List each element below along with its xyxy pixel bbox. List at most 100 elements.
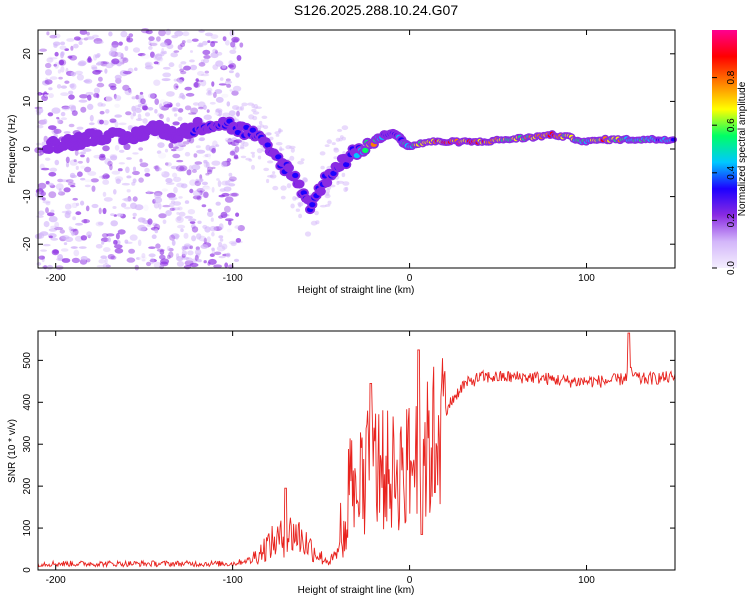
- spectrogram-noise-blob: [148, 246, 156, 249]
- spectrogram-noise-blob: [126, 189, 131, 193]
- spectrogram-noise-blob: [182, 31, 190, 37]
- spectrogram-noise-blob: [297, 201, 304, 207]
- spectrogram-noise-blob: [109, 118, 117, 123]
- spectrogram-noise-blob: [206, 169, 213, 175]
- spectrogram-noise-blob: [279, 148, 285, 151]
- spectrogram-noise-blob: [65, 210, 72, 215]
- spectrogram-noise-blob: [204, 226, 211, 233]
- spectrogram-noise-blob: [138, 177, 144, 183]
- spectrogram-noise-blob: [148, 45, 153, 50]
- spectrogram-x-label: Height of straight line (km): [298, 285, 415, 296]
- spectrogram-noise-blob: [170, 52, 178, 58]
- spectrogram-noise-blob: [148, 93, 156, 99]
- spectrogram-noise-blob: [68, 226, 72, 231]
- spectrogram-noise-blob: [75, 222, 83, 226]
- spectrogram-noise-blob: [196, 233, 202, 240]
- spectrogram-noise-blob: [139, 103, 148, 106]
- spectrogram-ridge-cell: [194, 118, 201, 124]
- spectrogram-noise-blob: [70, 185, 76, 188]
- spectrogram-noise-blob: [139, 158, 143, 163]
- spectrogram-noise-blob: [173, 201, 182, 206]
- spectrogram-noise-blob: [61, 105, 70, 110]
- spectrogram-noise-blob: [175, 216, 184, 224]
- spectrogram-noise-blob: [104, 158, 112, 165]
- spectrogram-noise-blob: [177, 167, 186, 172]
- spectrogram-noise-blob: [44, 94, 48, 97]
- spectrogram-noise-blob: [134, 204, 144, 211]
- snr-y-tick-label: 100: [22, 519, 33, 536]
- spectrogram-noise-blob: [229, 30, 235, 37]
- spectrogram-noise-blob: [184, 105, 192, 111]
- spectrogram-noise-blob: [170, 148, 177, 152]
- spectrogram-noise-blob: [61, 106, 70, 111]
- spectrogram-noise-blob: [175, 165, 185, 172]
- spectrogram-noise-blob: [84, 179, 92, 183]
- spectrogram-noise-blob: [158, 29, 166, 37]
- spectrogram-noise-blob: [158, 152, 167, 159]
- spectrogram-noise-blob: [196, 188, 206, 193]
- spectrogram-noise-blob: [45, 62, 52, 69]
- spectrogram-noise-blob: [248, 114, 255, 120]
- spectrogram-noise-blob: [134, 108, 142, 113]
- spectrogram-noise-blob: [123, 143, 131, 150]
- spectrogram-noise-blob: [198, 42, 203, 47]
- spectrogram-noise-blob: [237, 225, 245, 232]
- spectrogram-noise-blob: [98, 259, 106, 264]
- spectrogram-noise-blob: [290, 203, 295, 209]
- spectrogram-noise-blob: [214, 89, 223, 94]
- spectrogram-noise-blob: [80, 177, 86, 181]
- spectrogram-noise-blob: [141, 54, 151, 59]
- spectrogram-noise-blob: [314, 210, 319, 216]
- spectrogram-noise-blob: [76, 74, 84, 81]
- spectrogram-noise-blob: [110, 85, 117, 91]
- spectrogram-noise-blob: [199, 190, 203, 195]
- spectrogram-noise-blob: [45, 201, 51, 206]
- spectrogram-noise-blob: [57, 118, 61, 125]
- spectrogram-noise-blob: [329, 184, 336, 188]
- spectrogram-noise-blob: [239, 42, 244, 48]
- figure-title: S126.2025.288.10.24.G07: [294, 2, 458, 18]
- spectrogram-noise-blob: [122, 70, 132, 75]
- spectrogram-noise-blob: [81, 219, 90, 224]
- spectrogram-noise-blob: [266, 178, 270, 184]
- spectrogram-noise-blob: [167, 254, 171, 260]
- spectrogram-noise-blob: [40, 191, 46, 197]
- spectrogram-noise-blob: [48, 87, 53, 91]
- spectrogram-noise-blob: [159, 113, 164, 119]
- spectrogram-noise-blob: [203, 260, 207, 264]
- spectrogram-noise-blob: [48, 215, 58, 223]
- spectrogram-noise-blob: [110, 155, 118, 161]
- spectrogram-noise-blob: [166, 117, 171, 123]
- spectrogram-noise-blob: [256, 148, 263, 154]
- spectrogram-noise-blob: [251, 104, 255, 109]
- spectrogram-noise-blob: [97, 40, 104, 44]
- spectrogram-noise-blob: [73, 43, 79, 49]
- spectrogram-noise-blob: [196, 149, 206, 154]
- spectrogram-noise-blob: [208, 258, 217, 265]
- spectrogram-noise-blob: [165, 162, 172, 167]
- spectrogram-noise-blob: [213, 264, 223, 269]
- spectrogram-noise-blob: [108, 50, 116, 57]
- spectrogram-noise-blob: [248, 158, 253, 162]
- spectrogram-noise-blob: [227, 64, 234, 68]
- spectrogram-noise-blob: [93, 87, 100, 94]
- spectrogram-noise-blob: [274, 131, 281, 135]
- spectrogram-noise-blob: [102, 179, 110, 185]
- spectrogram-noise-blob: [160, 51, 165, 57]
- spectrogram-noise-blob: [176, 216, 182, 221]
- spectrogram-noise-blob: [280, 185, 287, 191]
- spectrogram-noise-blob: [78, 246, 87, 249]
- spectrogram-noise-blob: [50, 237, 59, 241]
- spectrogram-noise-blob: [102, 145, 110, 152]
- spectrogram-noise-blob: [66, 38, 75, 42]
- spectrogram-noise-blob: [172, 121, 180, 126]
- spectrogram-noise-blob: [77, 160, 83, 164]
- spectrogram-noise-blob: [337, 180, 344, 184]
- spectrogram-noise-blob: [67, 55, 73, 59]
- spectrogram-noise-blob: [234, 146, 240, 153]
- spectrogram-noise-blob: [113, 189, 117, 195]
- spectrogram-noise-blob: [171, 239, 176, 246]
- spectrogram-noise-blob: [272, 185, 279, 191]
- spectrogram-noise-blob: [205, 144, 211, 151]
- spectrogram-noise-blob: [165, 178, 173, 183]
